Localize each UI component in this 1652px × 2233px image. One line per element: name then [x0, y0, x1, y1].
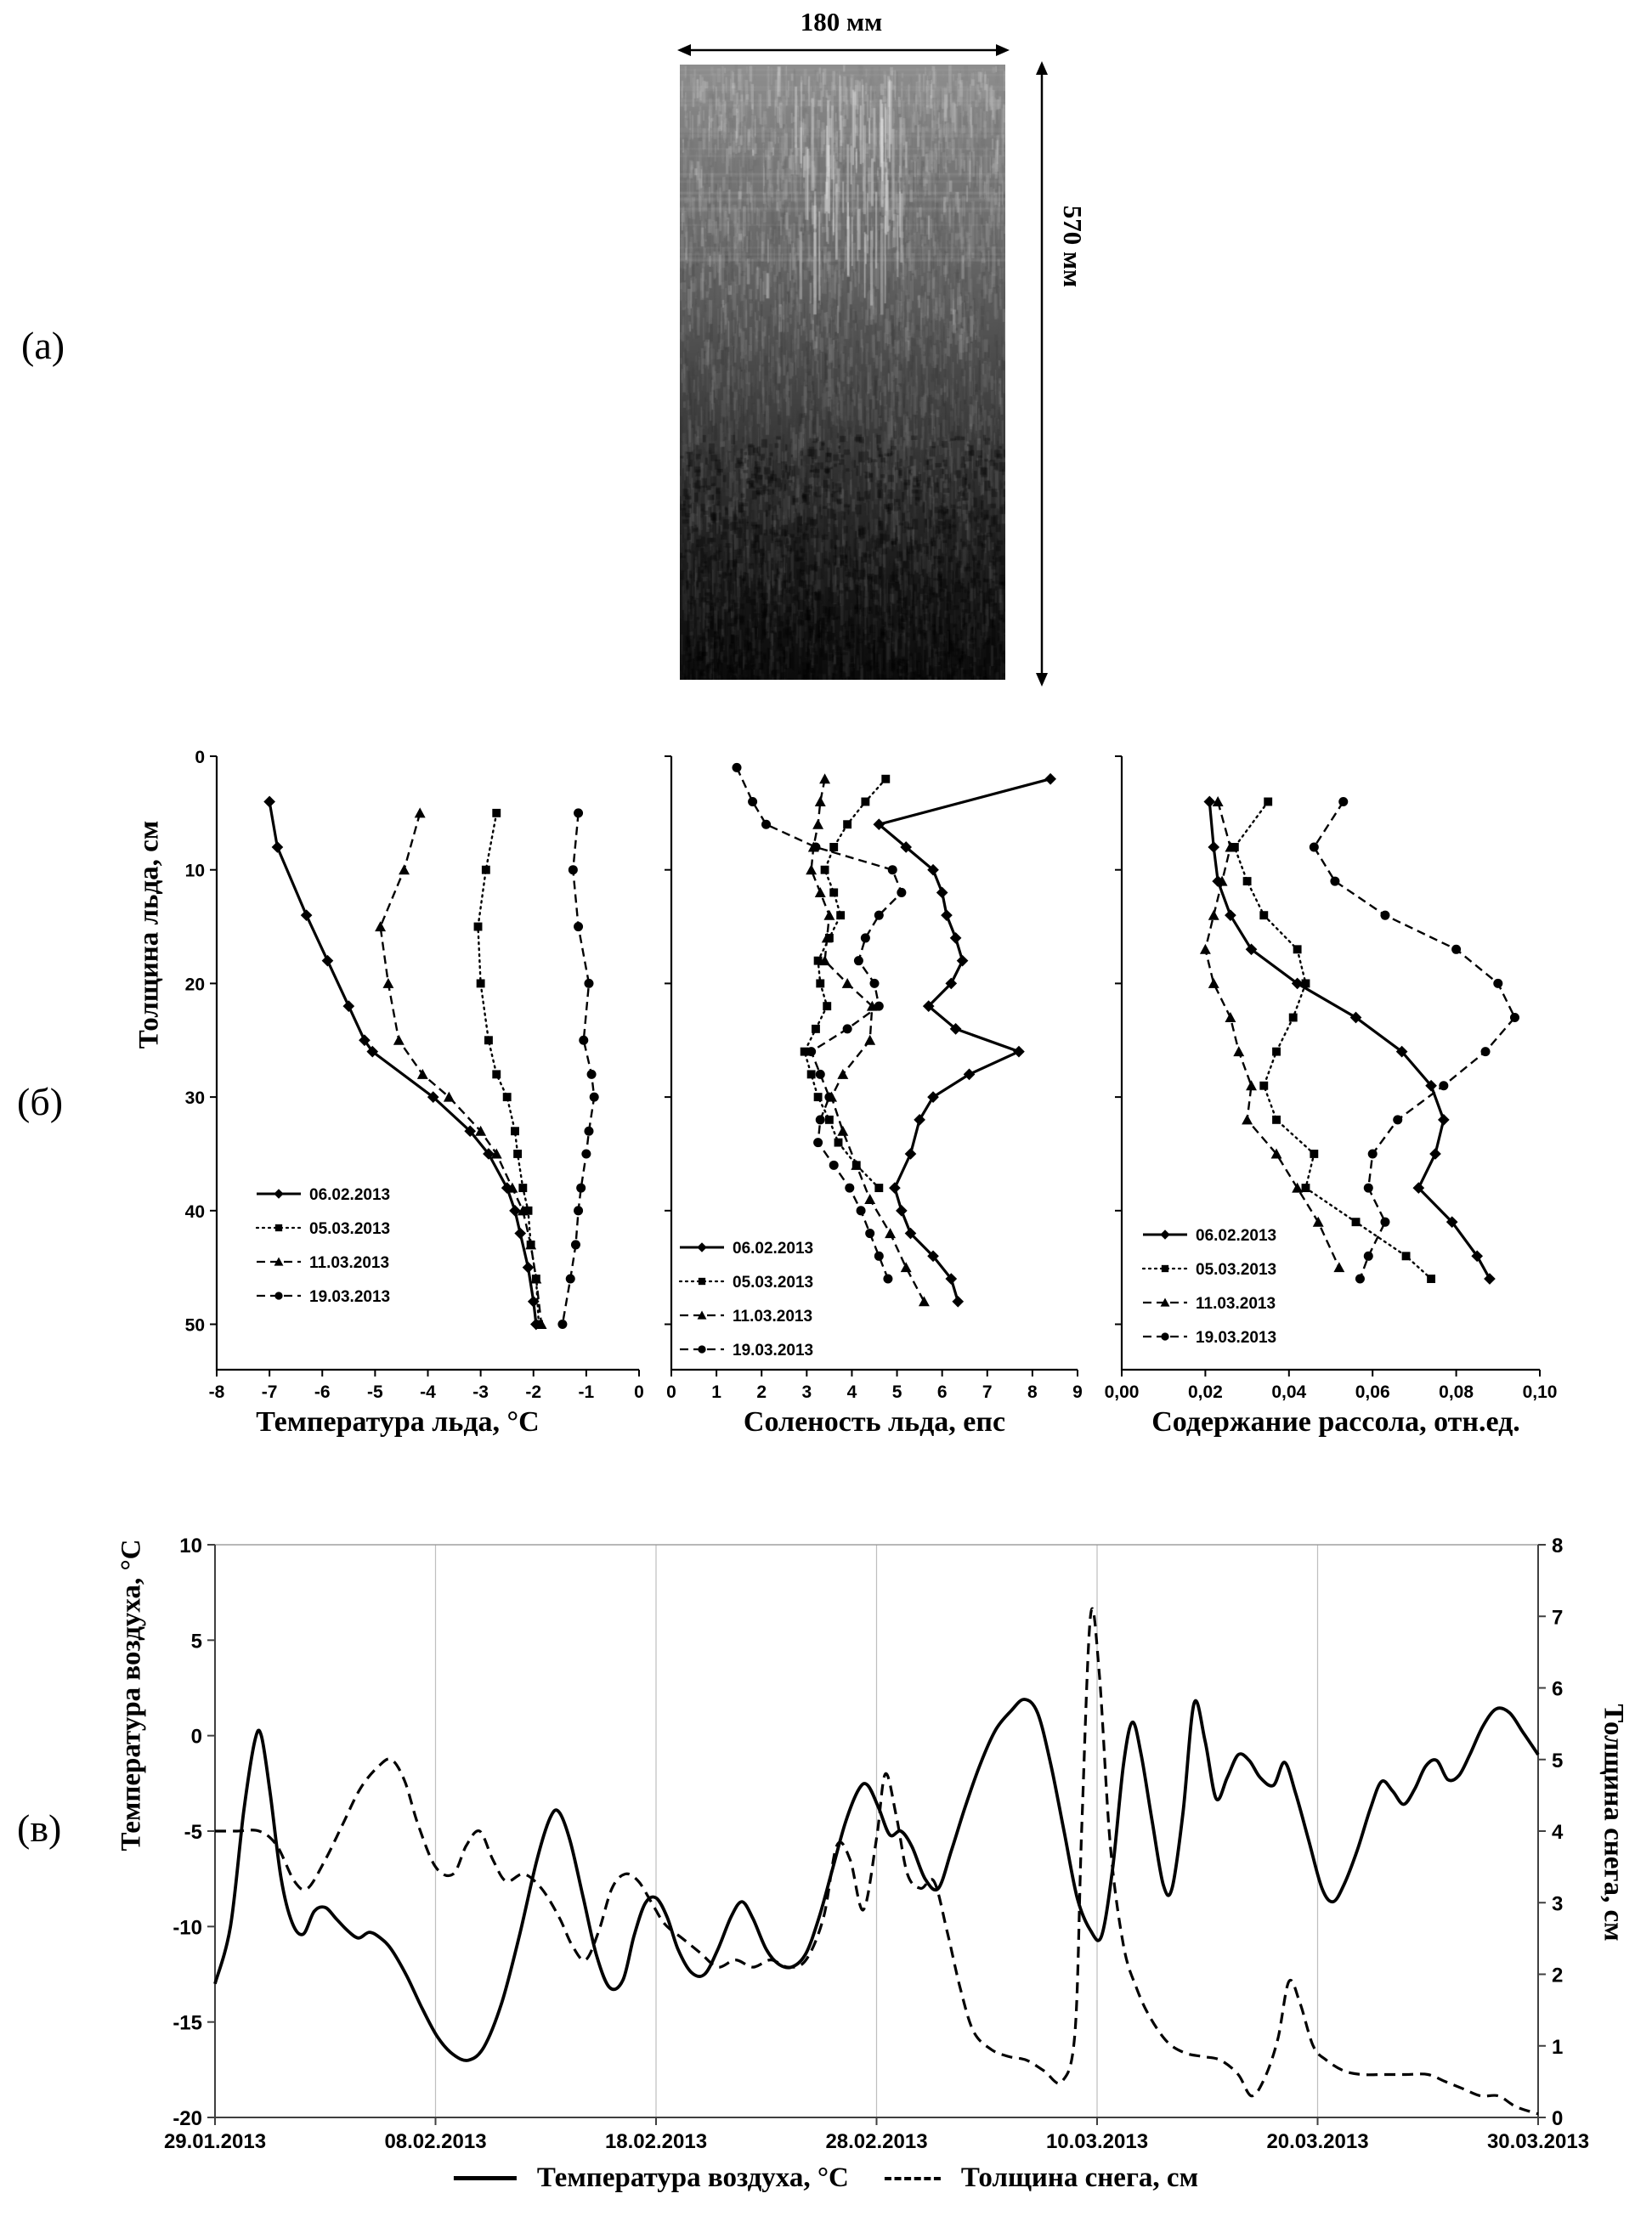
panel-a-label: (а): [21, 324, 65, 367]
svg-text:06.02.2013: 06.02.2013: [309, 1186, 390, 1204]
svg-text:3: 3: [1552, 1892, 1563, 1915]
svg-text:0: 0: [1552, 2107, 1563, 2130]
svg-text:06.02.2013: 06.02.2013: [733, 1240, 813, 1258]
svg-text:1: 1: [711, 1382, 721, 1402]
svg-text:05.03.2013: 05.03.2013: [1196, 1261, 1276, 1279]
width-arrow-icon: [677, 44, 1010, 56]
svg-text:8: 8: [1552, 1535, 1563, 1557]
svg-text:0,10: 0,10: [1523, 1382, 1558, 1402]
svg-text:2: 2: [1552, 1964, 1563, 1987]
svg-text:0,02: 0,02: [1188, 1382, 1223, 1402]
svg-text:2: 2: [756, 1382, 767, 1402]
solid-line-sample-icon: [453, 2176, 517, 2180]
dashed-line-sample-icon: [884, 2176, 941, 2180]
svg-text:0: 0: [195, 748, 205, 767]
svg-text:20: 20: [185, 975, 205, 994]
ice-core-photo: [680, 65, 1005, 680]
svg-text:6: 6: [937, 1382, 948, 1402]
ice-salinity-axis-title: Соленость льда, епс: [743, 1406, 1006, 1438]
svg-text:-2: -2: [525, 1382, 541, 1402]
svg-text:-7: -7: [262, 1382, 278, 1402]
svg-text:1: 1: [1552, 2036, 1563, 2059]
chart-legend: 06.02.2013 05.03.2013 11.03.2013 19.03.2013: [1141, 1227, 1276, 1347]
svg-text:-3: -3: [472, 1382, 489, 1402]
svg-text:30.03.2013: 30.03.2013: [1487, 2130, 1589, 2153]
svg-text:3: 3: [801, 1382, 812, 1402]
svg-text:06.02.2013: 06.02.2013: [1196, 1227, 1276, 1245]
chart-legend: 06.02.2013 05.03.2013 11.03.2013 19.03.2013: [255, 1186, 390, 1306]
legend-air-temperature-label: Температура воздуха, °С: [536, 2162, 849, 2193]
ice-profile-charts: -8 -7 -6 -5 -4 -3 -2 -1 00102030405006.02.201305…: [185, 748, 1558, 1402]
svg-text:0,08: 0,08: [1439, 1382, 1474, 1402]
svg-text:0: 0: [634, 1382, 644, 1402]
svg-text:-20: -20: [173, 2107, 202, 2130]
profile-chart-ice-salinity-profile: 0 1 2 3 4 5 6 7 8 9 06.02.2013 05.03.2013 11.03.2013…: [665, 755, 1083, 1402]
svg-text:-8: -8: [209, 1382, 225, 1402]
panel-b-label: (б): [17, 1080, 64, 1123]
svg-text:05.03.2013: 05.03.2013: [309, 1220, 390, 1238]
svg-text:30: 30: [185, 1088, 205, 1108]
svg-text:19.03.2013: 19.03.2013: [733, 1342, 813, 1360]
weather-plot: 29.01.2013 08.02.2013 18.02.2013 28.02.2013…: [164, 1535, 1589, 2153]
core-height-label: 570 мм: [1058, 205, 1088, 288]
profile-chart-ice-temperature-profile: -8 -7 -6 -5 -4 -3 -2 -1 0 0 10 20 30 40 50 06.02.2013 05…: [185, 748, 644, 1402]
svg-text:0,04: 0,04: [1271, 1382, 1306, 1402]
svg-text:0: 0: [191, 1726, 202, 1749]
svg-text:5: 5: [892, 1382, 902, 1402]
svg-text:08.02.2013: 08.02.2013: [384, 2130, 486, 2153]
svg-text:10: 10: [179, 1535, 202, 1557]
svg-text:7: 7: [982, 1382, 993, 1402]
svg-text:19.03.2013: 19.03.2013: [1196, 1329, 1276, 1347]
svg-text:-10: -10: [173, 1916, 202, 1939]
brine-content-axis-title: Содержание рассола, отн.ед.: [1151, 1406, 1520, 1438]
svg-text:28.02.2013: 28.02.2013: [825, 2130, 927, 2153]
svg-text:0: 0: [666, 1382, 676, 1402]
svg-text:10.03.2013: 10.03.2013: [1046, 2130, 1148, 2153]
svg-text:11.03.2013: 11.03.2013: [1196, 1295, 1276, 1313]
svg-text:-15: -15: [173, 2012, 202, 2035]
weather-legend: Температура воздуха, °С Толщина снега, с…: [453, 2162, 1199, 2194]
svg-text:0,06: 0,06: [1355, 1382, 1390, 1402]
air-temperature-axis-title: Температура воздуха, °С: [116, 1539, 147, 1851]
svg-text:9: 9: [1072, 1382, 1083, 1402]
svg-text:5: 5: [191, 1630, 202, 1653]
svg-text:5: 5: [1552, 1750, 1563, 1772]
svg-text:-5: -5: [184, 1821, 202, 1844]
svg-text:11.03.2013: 11.03.2013: [733, 1308, 812, 1326]
ice-temperature-axis-title: Температура льда, °С: [256, 1406, 540, 1438]
legend-snow-thickness-label: Толщина снега, см: [960, 2162, 1199, 2193]
svg-text:4: 4: [1552, 1821, 1564, 1844]
weather-chart: 29.01.2013 08.02.2013 18.02.2013 28.02.2013…: [164, 1535, 1589, 2153]
svg-text:7: 7: [1552, 1606, 1563, 1629]
core-width-label: 180 мм: [800, 7, 883, 37]
profiles-y-axis-title: Толщина льда, см: [133, 820, 165, 1049]
svg-text:-5: -5: [367, 1382, 383, 1402]
svg-text:05.03.2013: 05.03.2013: [733, 1274, 813, 1292]
svg-text:18.02.2013: 18.02.2013: [605, 2130, 707, 2153]
svg-text:-1: -1: [579, 1382, 595, 1402]
svg-text:19.03.2013: 19.03.2013: [309, 1288, 390, 1306]
svg-text:4: 4: [847, 1382, 857, 1402]
svg-text:8: 8: [1027, 1382, 1038, 1402]
svg-text:10: 10: [185, 862, 205, 881]
svg-text:6: 6: [1552, 1678, 1563, 1701]
snow-thickness-axis-title: Толщина снега, см: [1598, 1704, 1629, 1942]
svg-text:-6: -6: [314, 1382, 331, 1402]
svg-text:50: 50: [185, 1316, 205, 1336]
svg-text:0,00: 0,00: [1105, 1382, 1140, 1402]
svg-text:40: 40: [185, 1202, 205, 1222]
height-arrow-icon: [1036, 61, 1048, 687]
panel-v-label: (в): [17, 1806, 62, 1850]
chart-legend: 06.02.2013 05.03.2013 11.03.2013 19.03.2013: [678, 1240, 813, 1360]
svg-text:20.03.2013: 20.03.2013: [1266, 2130, 1368, 2153]
profile-chart-brine-content-profile: 0,00 0,02 0,04 0,06 0,08 0,10 06.02.2013 05.03.…: [1105, 755, 1558, 1402]
svg-text:11.03.2013: 11.03.2013: [309, 1254, 389, 1272]
svg-text:-4: -4: [420, 1382, 436, 1402]
svg-text:29.01.2013: 29.01.2013: [164, 2130, 266, 2153]
